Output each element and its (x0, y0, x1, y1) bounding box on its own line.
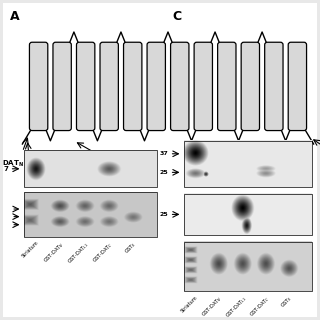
Bar (184, 242, 312, 291)
Text: C: C (173, 10, 182, 23)
Bar (184, 141, 312, 187)
Text: 25: 25 (159, 170, 168, 175)
Text: GST-DAT$_{L1}$: GST-DAT$_{L1}$ (66, 240, 92, 266)
FancyBboxPatch shape (218, 42, 236, 131)
Text: GST-DAT$_C$: GST-DAT$_C$ (247, 294, 272, 319)
Text: 37: 37 (159, 151, 168, 156)
Bar (24, 192, 157, 237)
Text: GST-DAT$_N$: GST-DAT$_N$ (200, 294, 225, 319)
Text: 25: 25 (159, 212, 168, 217)
FancyBboxPatch shape (53, 42, 71, 131)
Text: A: A (10, 10, 19, 23)
FancyBboxPatch shape (194, 42, 212, 131)
Text: GST-DAT$_{L1}$: GST-DAT$_{L1}$ (223, 294, 249, 320)
FancyBboxPatch shape (76, 42, 95, 131)
Bar (184, 194, 312, 235)
FancyBboxPatch shape (171, 42, 189, 131)
FancyBboxPatch shape (288, 42, 307, 131)
Text: Striatum: Striatum (180, 294, 199, 313)
Text: $\mathbf{DAT_{L1}}$: $\mathbf{DAT_{L1}}$ (119, 157, 143, 167)
Text: 7: 7 (3, 166, 8, 172)
Text: GST$_0$: GST$_0$ (123, 240, 139, 256)
Text: GST-DAT$_N$: GST-DAT$_N$ (41, 240, 66, 265)
Bar (24, 150, 157, 187)
FancyBboxPatch shape (265, 42, 283, 131)
FancyBboxPatch shape (29, 42, 48, 131)
Text: Striatum: Striatum (21, 240, 39, 259)
FancyBboxPatch shape (241, 42, 260, 131)
Text: $\mathbf{DAT_N}$: $\mathbf{DAT_N}$ (2, 158, 24, 169)
FancyBboxPatch shape (100, 42, 118, 131)
FancyBboxPatch shape (147, 42, 165, 131)
FancyBboxPatch shape (124, 42, 142, 131)
Text: GST-DAT$_C$: GST-DAT$_C$ (91, 240, 115, 265)
Text: GST$_0$: GST$_0$ (279, 294, 295, 310)
